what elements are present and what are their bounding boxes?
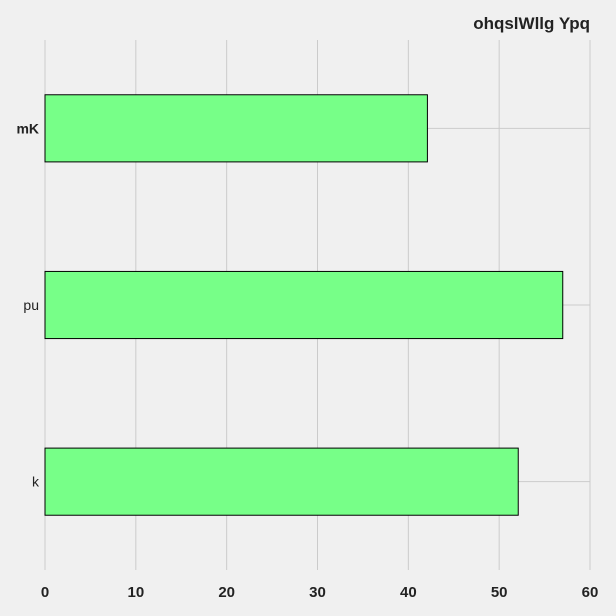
x-tick-label: 40 xyxy=(400,584,417,601)
y-axis-ticks: mK pu k xyxy=(16,120,40,489)
x-tick-label: 50 xyxy=(491,584,508,601)
x-tick-label: 10 xyxy=(127,584,144,601)
bar-pu xyxy=(44,270,564,340)
y-tick-label: mK xyxy=(16,120,39,136)
x-tick-label: 60 xyxy=(582,584,599,601)
chart-title: ohqslWllg Ypq xyxy=(473,14,590,33)
x-tick-label: 0 xyxy=(41,584,49,601)
bar-mK xyxy=(44,94,428,163)
x-tick-label: 20 xyxy=(218,584,235,601)
x-axis-ticks: 0 10 20 30 40 50 60 xyxy=(41,584,599,601)
bars xyxy=(44,94,564,516)
bar-k xyxy=(44,447,519,516)
y-tick-label: k xyxy=(32,474,40,490)
y-tick-label: pu xyxy=(23,297,39,313)
x-tick-label: 30 xyxy=(309,584,326,601)
